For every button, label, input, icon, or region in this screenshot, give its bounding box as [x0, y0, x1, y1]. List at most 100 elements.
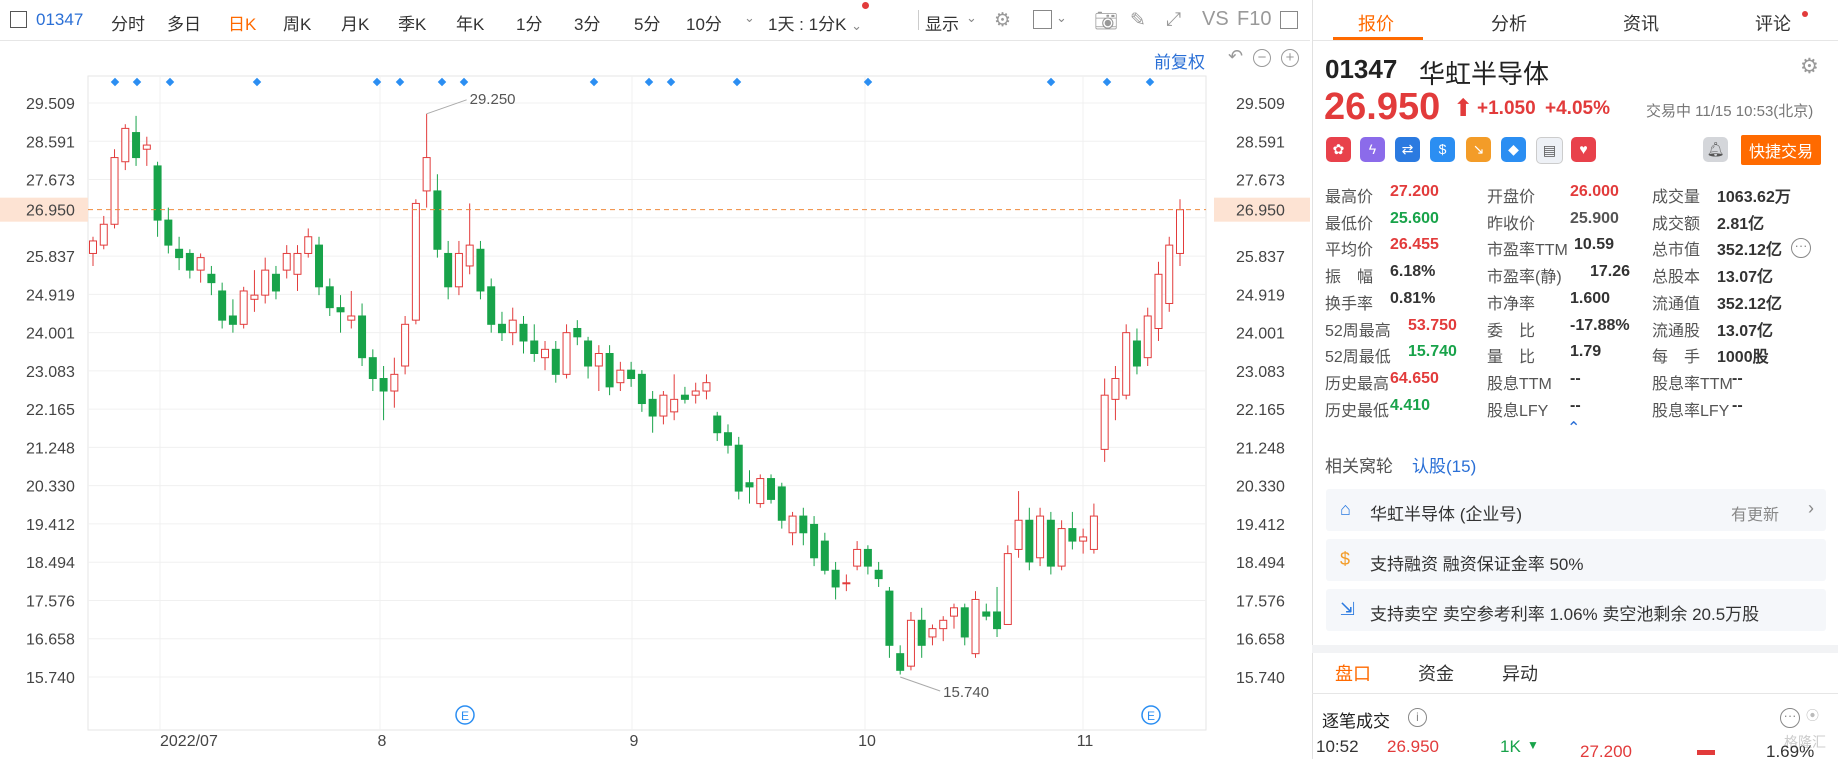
field-label: 总股本 [1652, 269, 1701, 287]
section-divider [1312, 645, 1838, 653]
field-value: -17.88% [1570, 316, 1630, 334]
settings-icon[interactable]: ⚙ [994, 10, 1012, 31]
fullscreen-icon[interactable]: ⤢ [1166, 9, 1182, 30]
candle-body [196, 257, 205, 271]
y-tick-label-left: 20.330 [26, 479, 75, 496]
tab-comments[interactable]: 评论 [1755, 14, 1791, 34]
period-tab-9[interactable]: 5分 [634, 15, 661, 34]
short-sell-card[interactable]: ⇲ 支持卖空 卖空参考利率 1.06% 卖空池剩余 20.5万股 [1326, 589, 1826, 631]
x-tick-label: 10 [858, 733, 876, 750]
panel-toggle-icon[interactable] [10, 11, 27, 28]
candle [637, 370, 646, 412]
period-tab-7[interactable]: 1分 [516, 15, 543, 34]
margin-card[interactable]: $ 支持融资 融资保证金率 50% [1326, 539, 1826, 581]
quick-trade-button[interactable]: 快捷交易 [1741, 135, 1822, 165]
candle [820, 532, 829, 575]
tab-abnormal[interactable]: 异动 [1502, 664, 1538, 684]
event-diamond[interactable] [165, 77, 175, 87]
event-diamond[interactable] [459, 77, 469, 87]
heart-icon[interactable]: ♥ [1571, 137, 1596, 162]
candle-body [304, 236, 313, 254]
field-label: 流通值 [1652, 295, 1701, 313]
earnings-marker[interactable] [1141, 705, 1161, 725]
earnings-marker[interactable] [455, 705, 475, 725]
candle-body [810, 523, 819, 559]
x-tick-label: 8 [378, 733, 387, 750]
candle [541, 340, 550, 371]
undo-icon[interactable]: ↶ [1228, 46, 1244, 66]
tab-order-book[interactable]: 盘口 [1335, 664, 1371, 684]
tab-quote[interactable]: 报价 [1358, 14, 1394, 34]
dollar-icon[interactable]: $ [1430, 137, 1455, 162]
field-label: 量 比 [1487, 349, 1536, 367]
event-diamond[interactable] [372, 77, 382, 87]
event-diamond[interactable] [1145, 77, 1155, 87]
document-icon[interactable]: ▤ [1536, 137, 1563, 164]
hk-flag-icon[interactable]: ✿ [1326, 137, 1351, 162]
candle-body [390, 373, 399, 392]
candle [1154, 261, 1163, 341]
candle [1057, 520, 1066, 571]
period-tab-0[interactable]: 分时 [111, 15, 145, 34]
event-diamond[interactable] [644, 77, 654, 87]
tab-news[interactable]: 资讯 [1623, 14, 1659, 34]
interval-select[interactable]: 1天 : 1分K ⌄ [768, 15, 863, 34]
kline-chart[interactable]: 29.509 29.509 28.591 28.591 27.673 27.673 25.8… [0, 40, 1310, 759]
field-label: 52周最低 [1325, 349, 1391, 367]
indicator-checkbox[interactable] [1033, 10, 1052, 29]
period-tab-1[interactable]: 多日 [167, 15, 201, 34]
period-tab-2[interactable]: 日K [228, 15, 257, 34]
display-menu[interactable]: 显示 [925, 15, 959, 34]
zoom-out-icon[interactable]: − [1253, 49, 1271, 67]
candle [1122, 324, 1131, 400]
candle-body [777, 486, 786, 521]
tab-capital[interactable]: 资金 [1418, 664, 1454, 684]
sidebar-toggle-icon[interactable] [1280, 11, 1298, 29]
event-diamond[interactable] [732, 77, 742, 87]
tab-analysis[interactable]: 分析 [1491, 14, 1527, 34]
trend-down-icon[interactable]: ↘ [1466, 137, 1491, 162]
related-warrants-link[interactable]: 认股(15) [1412, 457, 1477, 476]
event-diamond[interactable] [110, 77, 120, 87]
event-diamond[interactable] [1102, 77, 1112, 87]
more-icon[interactable]: ··· [1791, 238, 1811, 258]
x-tick-label: 11 [1077, 733, 1094, 750]
candle-body [347, 315, 356, 321]
lightning-icon[interactable]: ϟ [1360, 137, 1385, 162]
event-diamond[interactable] [589, 77, 599, 87]
field-label: 市净率 [1487, 295, 1536, 313]
period-tab-3[interactable]: 周K [283, 15, 312, 34]
info-icon[interactable]: i [1408, 708, 1427, 727]
period-tab-5[interactable]: 季K [398, 15, 427, 34]
event-diamond[interactable] [1046, 77, 1056, 87]
event-diamond[interactable] [395, 77, 405, 87]
candle [487, 278, 496, 333]
draw-pen-icon[interactable]: ✎ [1130, 10, 1146, 31]
candle [670, 374, 679, 421]
company-account-card[interactable]: ⌂ 华虹半导体 (企业号) 有更新 › [1326, 489, 1826, 531]
event-diamond[interactable] [437, 77, 447, 87]
collapse-chevron-icon[interactable]: ⌃ [1567, 420, 1581, 437]
candle [917, 607, 926, 658]
candle-body [379, 378, 388, 392]
ticker-more-icon[interactable]: ··· [1780, 708, 1800, 728]
event-diamond[interactable] [132, 77, 142, 87]
fuquan-button[interactable]: 前复权 [1154, 53, 1205, 72]
period-tab-8[interactable]: 3分 [574, 15, 601, 34]
candle-body [993, 611, 1002, 630]
ticker-time: 10:52 [1316, 737, 1359, 756]
vs-compare-button[interactable]: VS [1202, 8, 1229, 30]
tag-icon[interactable]: ◆ [1501, 137, 1526, 162]
event-diamond[interactable] [666, 77, 676, 87]
camera-icon[interactable]: 📷︎ [1094, 11, 1119, 32]
period-tab-10[interactable]: 10分 [686, 15, 722, 34]
zoom-in-icon[interactable]: + [1281, 49, 1299, 67]
bell-icon[interactable]: 🔔︎ [1703, 137, 1728, 162]
panel-settings-icon[interactable]: ⚙ [1800, 55, 1819, 78]
f10-button[interactable]: F10 [1237, 8, 1272, 30]
period-tab-4[interactable]: 月K [341, 15, 370, 34]
period-tab-6[interactable]: 年K [456, 15, 485, 34]
event-diamond[interactable] [252, 77, 262, 87]
shuffle-icon[interactable]: ⇄ [1395, 137, 1420, 162]
periods-chevron-icon[interactable]: ⌄ [744, 10, 755, 25]
